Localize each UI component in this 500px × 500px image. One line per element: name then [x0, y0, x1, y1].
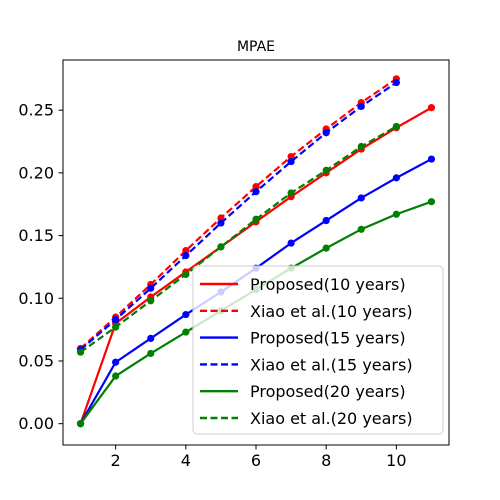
data-point	[287, 189, 295, 197]
data-point	[252, 215, 260, 223]
legend-entry-label: Xiao et al.(10 years)	[250, 302, 413, 321]
data-point	[217, 214, 225, 222]
legend: Proposed(10 years) Xiao et al.(10 years) P…	[192, 265, 444, 435]
y-tick-label: 0.10	[18, 289, 54, 308]
legend-entry-label: Proposed(15 years)	[250, 329, 406, 348]
data-point	[182, 310, 190, 319]
data-point	[112, 358, 120, 366]
data-point	[217, 219, 225, 227]
data-point	[182, 270, 190, 279]
data-point	[287, 152, 295, 161]
y-tick-label: 0.00	[18, 414, 54, 433]
data-point	[322, 166, 330, 174]
x-tick-label: 6	[251, 451, 261, 470]
data-point	[392, 122, 400, 131]
data-point	[217, 243, 225, 251]
data-point	[112, 372, 120, 380]
data-point	[76, 348, 85, 356]
data-point	[322, 244, 330, 252]
data-point	[427, 155, 436, 163]
series-line-5	[79, 125, 397, 354]
data-point	[252, 183, 260, 191]
legend-box	[192, 265, 444, 435]
data-point	[76, 420, 85, 428]
data-point	[392, 210, 400, 218]
data-point	[147, 349, 155, 358]
data-point	[147, 334, 155, 342]
data-point	[182, 247, 190, 255]
legend-entry-label: Proposed(20 years)	[250, 382, 406, 401]
chart-title: MPAE	[237, 39, 275, 55]
legend-entry-label: Proposed(10 years)	[250, 275, 406, 294]
data-point	[427, 104, 436, 112]
data-point	[357, 194, 365, 202]
data-point	[392, 78, 400, 87]
x-tick-label: 2	[111, 451, 121, 470]
data-point	[287, 239, 295, 247]
y-tick-label: 0.20	[18, 163, 54, 182]
series-line-3	[79, 81, 397, 351]
data-point	[147, 284, 155, 292]
axis-ticks: 2 4 6 8 10 0.00 0.05 0.10 0.15 0.20 0.25	[18, 101, 406, 470]
data-point	[322, 129, 330, 137]
series-line-1	[79, 77, 397, 350]
data-point	[182, 252, 190, 260]
data-point	[147, 297, 155, 305]
data-point	[357, 225, 365, 233]
data-point	[322, 216, 330, 225]
data-point	[392, 174, 400, 182]
data-point	[427, 198, 436, 206]
data-point	[182, 328, 190, 336]
y-tick-label: 0.25	[18, 101, 54, 120]
y-tick-label: 0.15	[18, 226, 54, 245]
data-point	[112, 315, 120, 324]
legend-entry-label: Xiao et al.(15 years)	[250, 355, 413, 374]
data-point	[112, 323, 120, 331]
x-tick-label: 8	[321, 451, 331, 470]
data-point	[252, 188, 260, 196]
data-point	[287, 157, 295, 166]
data-point	[357, 102, 365, 110]
data-point	[357, 142, 365, 151]
x-tick-label: 10	[386, 451, 406, 470]
x-tick-label: 4	[181, 451, 191, 470]
y-tick-label: 0.05	[18, 351, 54, 370]
legend-entry-label: Xiao et al.(20 years)	[250, 409, 413, 428]
